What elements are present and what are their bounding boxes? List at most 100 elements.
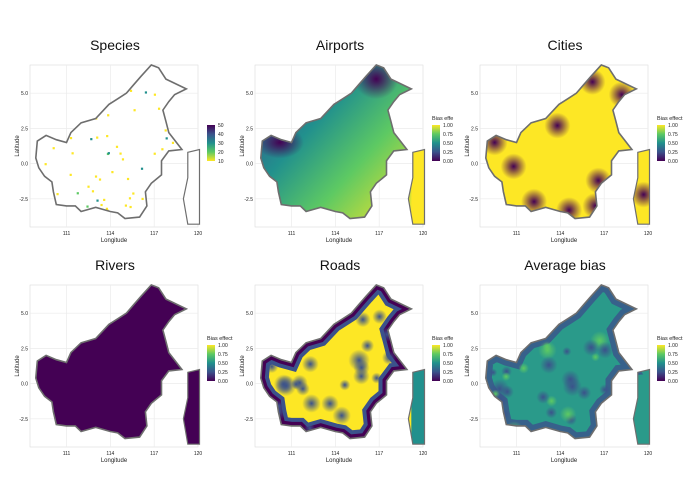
y-tick-label: 0.0 <box>246 382 253 388</box>
legend-colorbar <box>432 125 440 161</box>
map-plot: 111 114 117 120 5.0 2.5 0.0 -2.5 Longitude Latitu… <box>465 64 683 244</box>
panel-title: Roads <box>319 257 361 273</box>
panel-species: Species 111 114 117 120 5.0 2.5 0.0 -2.5 Longitud… <box>15 35 240 260</box>
borneo-outline <box>34 64 189 220</box>
y-tick-label: 0.0 <box>21 382 28 388</box>
x-tick-label: 120 <box>644 231 653 237</box>
y-tick-label: 0.0 <box>21 162 28 168</box>
panel-roads: Roads 111 114 117 120 5.0 2.5 0.0 -2.5 Longitude L… <box>240 255 465 480</box>
legend-tick-label: 0.00 <box>668 379 678 385</box>
x-axis-label: Longitude <box>551 458 578 464</box>
x-tick-label: 114 <box>331 451 339 457</box>
sulawesi-outline <box>407 368 426 445</box>
y-tick-label: 0.0 <box>471 162 478 168</box>
legend-tick-label: 0.50 <box>218 361 228 367</box>
x-tick-label: 114 <box>556 451 564 457</box>
legend-tick-label: 1.00 <box>218 343 228 349</box>
legend-tick-label: 1.00 <box>668 343 678 349</box>
legend-title: Bias effe <box>432 116 453 122</box>
legend-tick-label: 40 <box>218 132 224 138</box>
y-tick-label: 0.0 <box>471 382 478 388</box>
y-tick-label: 5.0 <box>471 311 478 317</box>
x-axis-label: Longitude <box>101 458 128 464</box>
x-tick-label: 117 <box>375 451 383 457</box>
legend-tick-label: 20 <box>218 150 224 156</box>
legend-tick-label: 0.75 <box>668 352 678 358</box>
y-tick-label: -2.5 <box>244 417 253 423</box>
y-axis-label: Latitude <box>240 355 246 377</box>
x-tick-label: 120 <box>644 451 653 457</box>
map-plot: 111 114 117 120 5.0 2.5 0.0 -2.5 Longitude Latitu… <box>465 284 683 464</box>
legend-tick-label: 0.50 <box>668 141 678 147</box>
y-axis-label: Latitude <box>15 355 21 377</box>
x-tick-label: 111 <box>63 231 71 237</box>
legend-tick-label: 30 <box>218 141 224 147</box>
legend-tick-label: 0.25 <box>668 150 678 156</box>
legend-colorbar <box>432 345 440 381</box>
legend-colorbar <box>657 125 665 161</box>
legend-tick-label: 50 <box>218 123 224 129</box>
legend-tick-label: 0.00 <box>668 159 678 165</box>
x-axis-label: Longitude <box>101 238 128 244</box>
legend-tick-label: 0.00 <box>443 159 453 165</box>
x-tick-label: 117 <box>375 231 383 237</box>
panel-title: Average bias <box>524 257 606 273</box>
panel-rivers: Rivers 111 114 117 120 5.0 2.5 0.0 -2.5 Longitude… <box>15 255 240 480</box>
y-tick-label: 2.5 <box>21 126 28 132</box>
sulawesi-outline <box>182 368 201 445</box>
x-tick-label: 120 <box>194 231 203 237</box>
legend-tick-label: 0.25 <box>218 370 228 376</box>
legend-tick-label: 10 <box>218 159 224 165</box>
x-tick-label: 117 <box>600 451 608 457</box>
legend-title: Bias effect <box>657 116 683 122</box>
map-plot: 111 114 117 120 5.0 2.5 0.0 -2.5 Longitude Latitu… <box>240 64 453 244</box>
y-tick-label: 2.5 <box>246 126 253 132</box>
panel-airports: Airports 111 114 117 120 5.0 2.5 0.0 -2.5 Longitu… <box>240 35 465 260</box>
y-axis-label: Latitude <box>15 135 21 157</box>
panel-title: Species <box>90 37 140 53</box>
x-tick-label: 111 <box>288 451 296 457</box>
panel-title: Airports <box>315 37 365 53</box>
legend-tick-label: 0.50 <box>668 361 678 367</box>
borneo-outline <box>259 284 414 440</box>
borneo-outline <box>484 64 639 220</box>
y-tick-label: 2.5 <box>246 346 253 352</box>
x-tick-label: 120 <box>194 451 203 457</box>
legend-tick-label: 0.75 <box>668 132 678 138</box>
legend-tick-label: 0.25 <box>443 150 453 156</box>
borneo-outline <box>259 64 414 220</box>
legend-tick-label: 1.00 <box>443 343 453 349</box>
legend-tick-label: 0.00 <box>443 379 453 385</box>
x-axis-label: Longitude <box>551 238 578 244</box>
x-tick-label: 120 <box>419 451 428 457</box>
y-axis-label: Latitude <box>465 135 471 157</box>
legend-tick-label: 0.50 <box>443 141 453 147</box>
legend-colorbar <box>207 125 215 161</box>
y-tick-label: 5.0 <box>246 91 253 97</box>
y-tick-label: 5.0 <box>246 311 253 317</box>
x-axis-label: Longitude <box>326 458 353 464</box>
x-axis-label: Longitude <box>326 238 353 244</box>
y-tick-label: 2.5 <box>21 346 28 352</box>
map-plot: 111 114 117 120 5.0 2.5 0.0 -2.5 Longitude Latitu… <box>15 64 224 244</box>
legend-title: Bias effect <box>657 336 683 342</box>
y-tick-label: -2.5 <box>19 417 28 423</box>
x-tick-label: 111 <box>513 451 521 457</box>
legend-colorbar <box>657 345 665 381</box>
panel-average: Average bias 111 114 117 120 5.0 2.5 0.0 -2.5 Lon… <box>465 255 690 480</box>
x-tick-label: 111 <box>288 231 296 237</box>
legend-tick-label: 0.25 <box>443 370 453 376</box>
legend-title: Bias effect <box>207 336 233 342</box>
x-tick-label: 117 <box>150 231 158 237</box>
legend-tick-label: 0.75 <box>218 352 228 358</box>
panel-title: Cities <box>547 37 583 53</box>
legend-colorbar <box>207 345 215 381</box>
x-tick-label: 114 <box>106 451 114 457</box>
x-tick-label: 120 <box>419 231 428 237</box>
y-tick-label: -2.5 <box>19 197 28 203</box>
x-tick-label: 114 <box>331 231 339 237</box>
legend-tick-label: 0.00 <box>218 379 228 385</box>
legend-tick-label: 0.50 <box>443 361 453 367</box>
y-tick-label: 5.0 <box>21 91 28 97</box>
x-tick-label: 114 <box>556 231 564 237</box>
